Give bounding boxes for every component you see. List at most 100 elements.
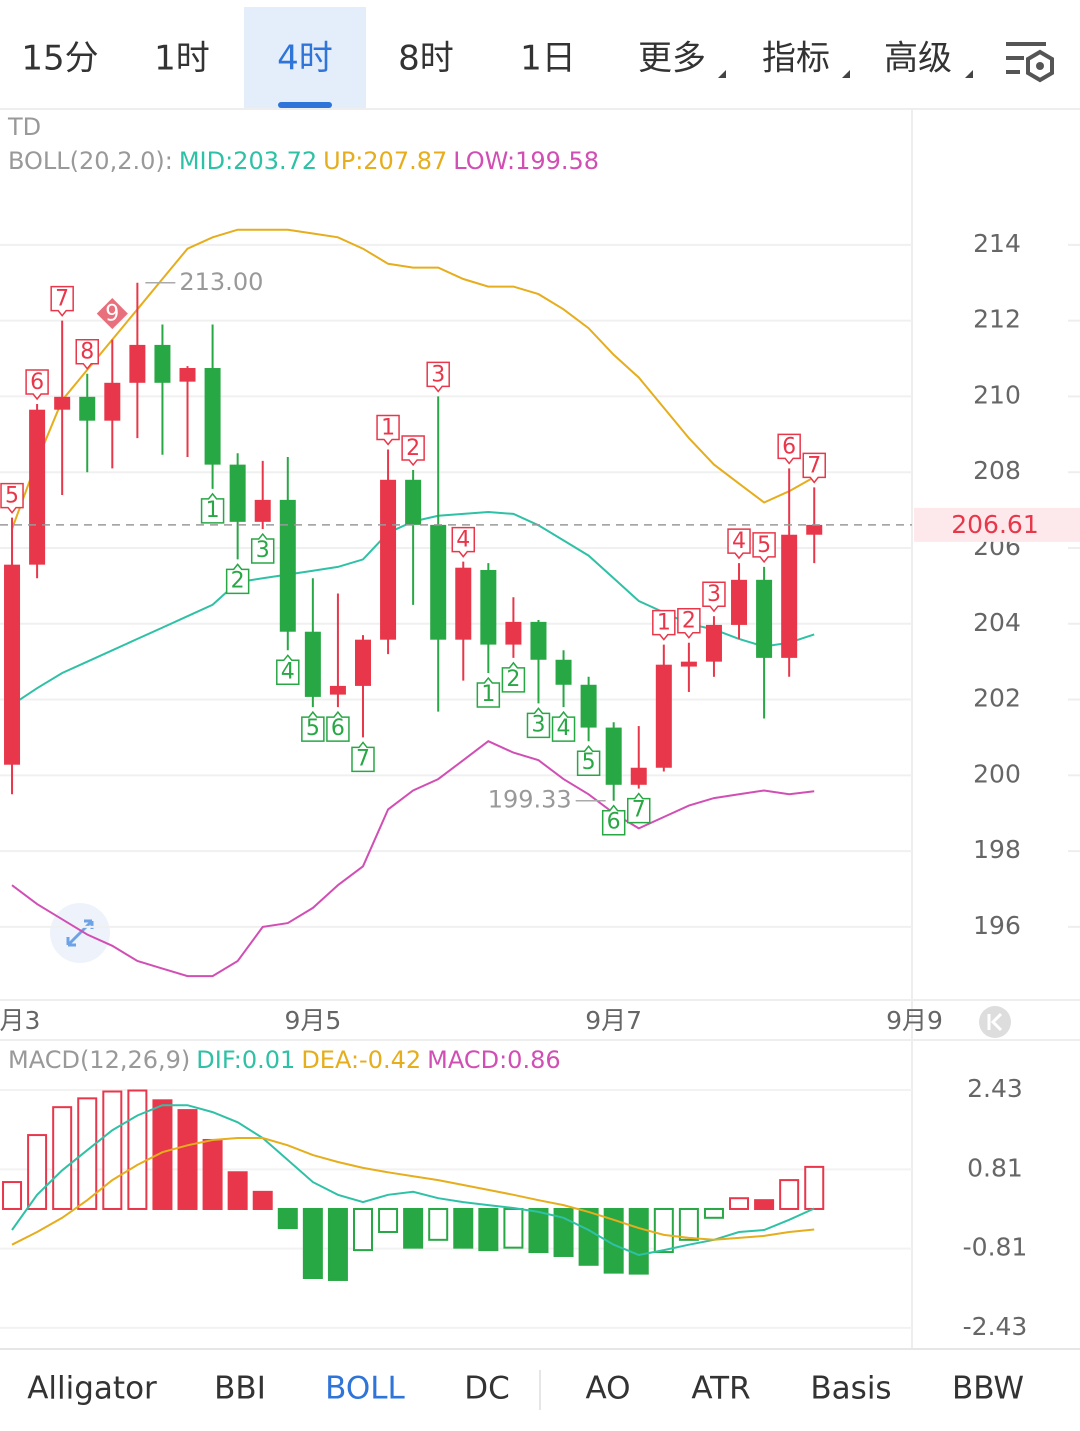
- back-to-latest[interactable]: [979, 1006, 1011, 1038]
- candle-body: [455, 567, 472, 640]
- macd-bar: [703, 1207, 724, 1219]
- macd-bar: [327, 1207, 348, 1281]
- candle-body: [806, 524, 823, 535]
- overlay-legend: BOLL(20,2.0): MID:203.72 UP:207.87 LOW:199.…: [8, 147, 599, 175]
- td-label: 5: [757, 533, 771, 558]
- td-label: 6: [607, 810, 621, 835]
- candle-body: [605, 727, 622, 785]
- indicator-tabs: Alligator BBI BOLL DC AO ATR Basis BBW: [27, 1371, 1024, 1407]
- candle-body: [329, 685, 346, 695]
- candle-body: [129, 344, 146, 383]
- macd-bar: [503, 1207, 524, 1249]
- td-box: [451, 526, 476, 558]
- x-tick-label: 月3: [0, 1006, 40, 1035]
- td-box: [426, 361, 450, 393]
- period-tab[interactable]: 8时: [398, 39, 454, 79]
- macd-bar: [628, 1207, 649, 1275]
- indicator-tab[interactable]: ATR: [691, 1371, 750, 1407]
- indicator-tab[interactable]: AO: [585, 1371, 630, 1407]
- candle-body: [204, 368, 221, 465]
- candle-body: [655, 664, 672, 768]
- x-tick-label: 9月5: [284, 1006, 341, 1035]
- td-label: 6: [331, 716, 345, 741]
- period-tab[interactable]: 15分: [21, 39, 98, 79]
- macd-bar: [603, 1207, 624, 1274]
- td-diamond: [96, 298, 128, 330]
- candle-body: [179, 368, 196, 382]
- legend-entry: UP:207.87: [323, 147, 447, 175]
- legend-entry: DEA:-0.42: [301, 1046, 421, 1074]
- candle-body: [4, 564, 21, 765]
- td-box: [225, 563, 250, 595]
- macd-bar: [653, 1207, 674, 1254]
- td-label: 6: [30, 370, 44, 395]
- candle-body: [680, 661, 697, 667]
- indicator-tab[interactable]: Alligator: [27, 1371, 157, 1407]
- indicator-label: TD: [7, 113, 41, 141]
- candle-body: [555, 659, 572, 685]
- candle-body: [530, 621, 547, 660]
- y-tick-label: 0.81: [967, 1153, 1023, 1182]
- candle-body: [405, 479, 422, 525]
- td-label: 7: [632, 798, 646, 823]
- macd-bar: [252, 1190, 273, 1210]
- period-tab[interactable]: 1日: [520, 39, 576, 79]
- indicator-tab[interactable]: BOLL: [325, 1371, 405, 1407]
- td-label: 7: [807, 453, 821, 478]
- y-tick-label: -2.43: [963, 1312, 1028, 1341]
- macd-bar: [478, 1207, 499, 1252]
- y-tick-label: 200: [973, 759, 1021, 788]
- x-tick-label: 9月9: [886, 1006, 943, 1035]
- indicator-tab[interactable]: Basis: [810, 1371, 891, 1407]
- last-price-label: 206.61: [951, 510, 1038, 539]
- td-box: [601, 804, 626, 836]
- candle-body: [304, 631, 321, 697]
- legend-label: BOLL(20,2.0):: [8, 147, 173, 175]
- macd-bar: [127, 1089, 148, 1210]
- td-box: [802, 452, 826, 484]
- candle-body: [430, 524, 447, 640]
- td-box: [677, 607, 701, 639]
- period-tab[interactable]: 4时: [277, 39, 333, 79]
- macd-bar: [754, 1199, 775, 1210]
- candle-body: [505, 621, 522, 645]
- macd-bar: [378, 1207, 399, 1233]
- period-tab[interactable]: 1时: [154, 39, 210, 79]
- y-tick-label: 210: [973, 380, 1021, 409]
- td-box: [727, 528, 751, 560]
- legend-entry: DIF:0.01: [196, 1046, 295, 1074]
- indicator-tab[interactable]: BBI: [214, 1371, 266, 1407]
- settings-icon[interactable]: [1006, 42, 1054, 83]
- candle-body: [229, 464, 246, 522]
- x-tick-label: 9月7: [585, 1006, 642, 1035]
- macd-bar: [277, 1207, 298, 1230]
- candle-body: [254, 499, 271, 522]
- candle-body: [480, 569, 497, 645]
- td-box: [200, 492, 225, 524]
- indicator-tab[interactable]: BBW: [952, 1371, 1024, 1407]
- td-box: [702, 581, 726, 613]
- macd-bar: [428, 1207, 449, 1241]
- macd-legend: MACD(12,26,9) DIF:0.01 DEA:-0.42 MACD:0.86: [8, 1046, 561, 1074]
- y-tick-label: 2.43: [967, 1074, 1023, 1103]
- period-tab[interactable]: 更多: [638, 39, 706, 79]
- period-tab[interactable]: 高级: [884, 39, 952, 79]
- td-box: [250, 532, 275, 564]
- expand-icon[interactable]: [50, 903, 110, 963]
- legend-entry: LOW:199.58: [453, 147, 599, 175]
- candle-body: [580, 684, 597, 728]
- macd-bar: [804, 1165, 825, 1210]
- td-box: [501, 661, 526, 693]
- td-box: [476, 676, 501, 708]
- td-box: [326, 710, 350, 742]
- candle-body: [154, 344, 171, 383]
- td-label: 5: [306, 716, 320, 741]
- indicator-tab[interactable]: DC: [464, 1371, 510, 1407]
- macd-bar: [779, 1179, 800, 1210]
- y-tick-label: -0.81: [963, 1233, 1028, 1262]
- td-label: 3: [256, 538, 270, 563]
- period-tab[interactable]: 指标: [762, 39, 830, 79]
- macd-bar: [27, 1134, 48, 1210]
